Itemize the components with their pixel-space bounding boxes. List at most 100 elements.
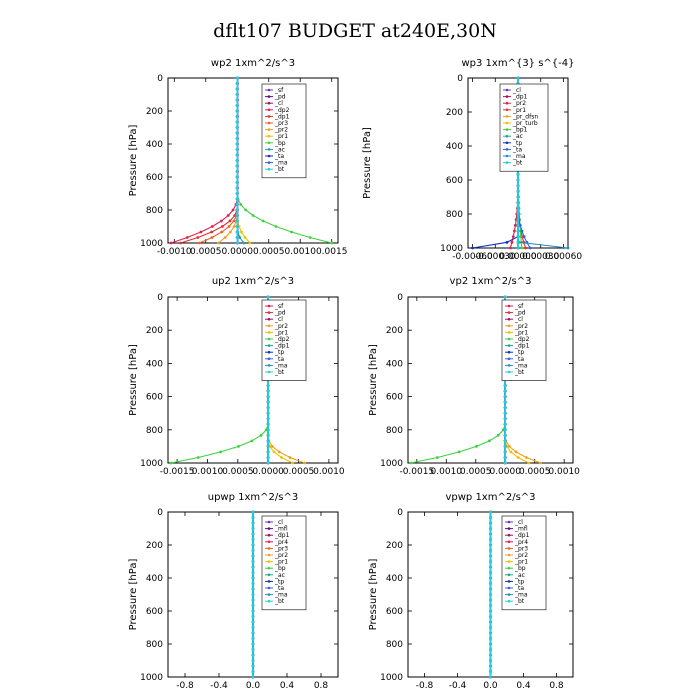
y-tick-label: 400 (146, 574, 163, 584)
data-point (471, 246, 474, 250)
data-point (251, 642, 255, 646)
legend-marker (267, 101, 271, 105)
data-point (489, 653, 492, 657)
legend-label: _ma (274, 592, 288, 599)
legend-label: _ma (514, 592, 528, 599)
data-point (507, 445, 511, 448)
data-point (266, 445, 270, 448)
x-tick-label: -0.4 (449, 681, 467, 691)
y-tick-label: 1000 (140, 673, 163, 683)
y-axis-label: Pressure [hPa] (128, 344, 139, 416)
data-point (251, 560, 255, 563)
legend-label: _pr2 (512, 100, 526, 107)
data-point (232, 225, 236, 228)
data-point (220, 225, 224, 228)
series-markers (179, 76, 239, 245)
data-point (489, 626, 492, 629)
data-point (240, 230, 243, 234)
data-point (266, 389, 270, 393)
data-point (489, 675, 492, 679)
legend-label: _cl (514, 316, 523, 323)
data-point (509, 450, 513, 454)
legend-marker (267, 337, 271, 341)
plot-frame (407, 296, 574, 464)
plot-frame (167, 77, 339, 244)
y-tick-label: 0 (157, 508, 163, 518)
data-point (250, 439, 254, 443)
data-point (235, 192, 239, 195)
x-tick-label: -0.0015 (399, 467, 434, 477)
legend-marker (507, 560, 511, 563)
data-point (505, 240, 509, 244)
data-point (520, 246, 524, 250)
y-tick-label: 400 (146, 140, 163, 150)
legend-label: _pr_dfsn (512, 113, 538, 120)
legend-marker (507, 553, 511, 557)
legend-marker (507, 324, 511, 328)
legend-label: _mfl (514, 526, 528, 533)
legend-label: _pr1 (274, 329, 288, 336)
data-point (235, 126, 239, 129)
data-point (489, 609, 492, 613)
data-point (516, 246, 520, 250)
data-point (235, 98, 239, 102)
data-point (251, 510, 255, 514)
legend-label: _pr1 (514, 559, 528, 566)
data-point (522, 235, 526, 239)
data-point (235, 142, 239, 146)
legend-marker (267, 324, 271, 328)
data-point (503, 450, 507, 454)
legend-marker (507, 344, 511, 347)
legend-label: _ma (274, 362, 288, 369)
legend-marker (505, 95, 509, 98)
legend-marker (267, 148, 271, 151)
legend-label: _pr3 (274, 120, 288, 127)
data-point (199, 230, 203, 234)
data-point (235, 197, 239, 201)
data-point (489, 527, 492, 530)
data-point (489, 532, 492, 536)
data-point (251, 543, 255, 547)
x-tick-label: 0.0005 (253, 247, 285, 257)
data-point (235, 236, 239, 239)
legend-label: _pr2 (274, 552, 288, 559)
data-point (266, 433, 270, 437)
legend-marker (267, 161, 271, 164)
panel-title: vp2 1xm^2/s^3 (450, 276, 532, 287)
y-tick-label: 0 (397, 508, 403, 518)
data-point (503, 384, 507, 387)
data-point (235, 159, 239, 162)
data-point (489, 637, 492, 640)
legend-marker (505, 121, 509, 125)
data-point (475, 445, 478, 448)
legend-marker (267, 364, 271, 367)
y-tick-label: 800 (146, 640, 163, 650)
y-tick-label: 600 (386, 393, 403, 403)
data-point (516, 229, 520, 233)
legend-marker (267, 134, 271, 138)
data-point (489, 510, 492, 514)
data-point (235, 137, 239, 140)
data-point (274, 225, 278, 228)
legend-marker (505, 115, 509, 118)
data-point (251, 648, 255, 651)
data-point (512, 229, 516, 233)
data-point (489, 554, 492, 558)
legend-label: _ma (514, 362, 528, 369)
legend-marker (267, 115, 271, 118)
data-point (228, 219, 232, 223)
x-tick-label: 0.8 (314, 681, 329, 691)
data-point (251, 659, 255, 662)
legend-label: _cl (274, 100, 283, 107)
data-point (169, 461, 173, 465)
data-point (266, 428, 270, 432)
y-tick-label: 600 (146, 393, 163, 403)
data-point (527, 461, 531, 465)
legend-marker (507, 527, 511, 530)
figure-title: dflt107 BUDGET at240E,30N (213, 20, 497, 42)
legend-marker (507, 331, 511, 334)
legend-marker (507, 520, 511, 524)
data-point (516, 189, 520, 193)
legend-label: _tp (514, 349, 524, 356)
data-point (266, 411, 270, 415)
